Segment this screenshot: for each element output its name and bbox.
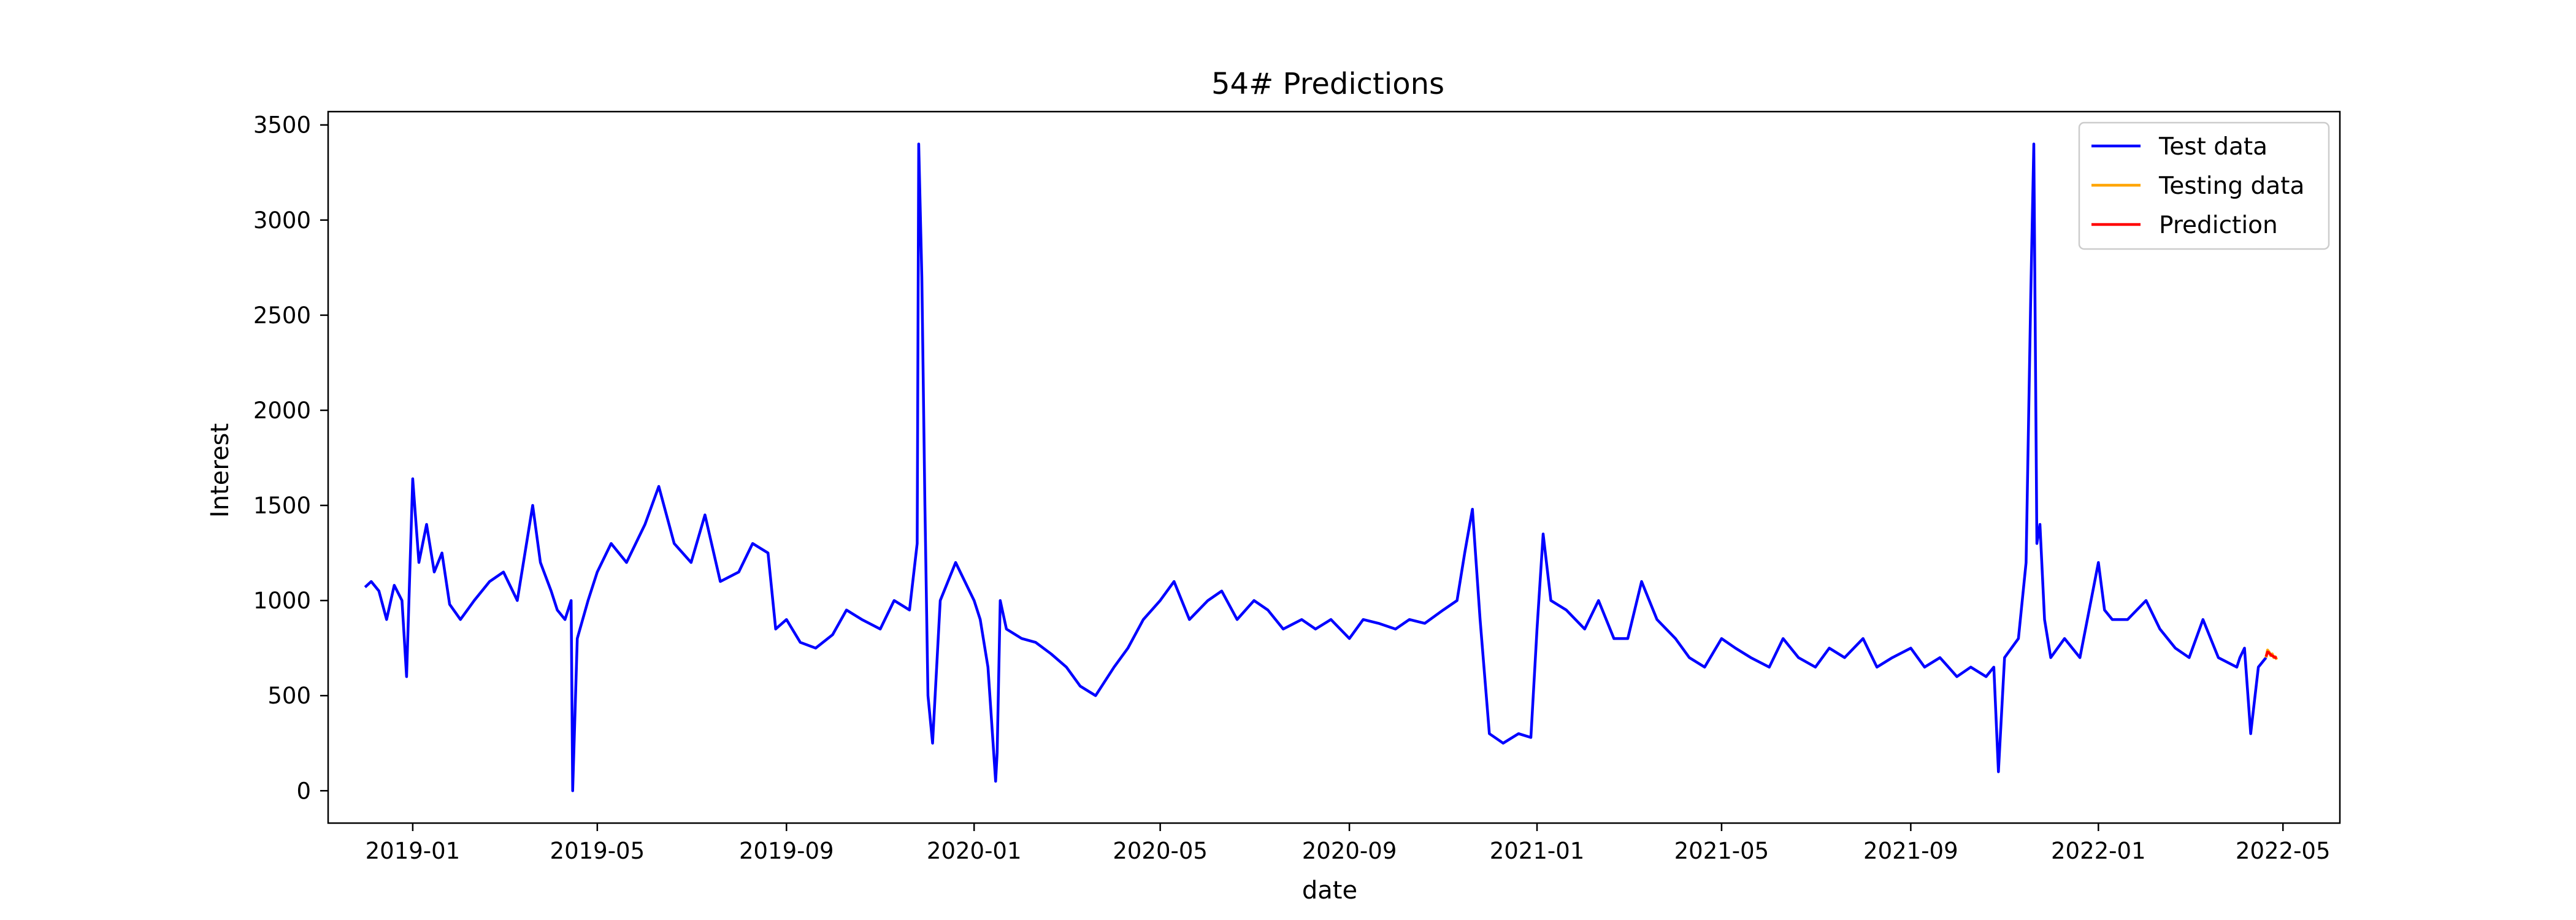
x-axis: 2019-01 2019-05 2019-09 2020-01 2020-05 2020-…: [366, 823, 2331, 864]
x-tick-label: 2020-01: [927, 838, 1022, 864]
y-tick-label: 2000: [253, 397, 311, 424]
x-tick-label: 2020-09: [1302, 838, 1397, 864]
y-axis-label: Interest: [206, 423, 234, 518]
y-tick-label: 3500: [253, 112, 311, 139]
x-tick-label: 2022-01: [2051, 838, 2146, 864]
x-axis-label: date: [1302, 876, 1357, 905]
series-line-prediction: [2264, 650, 2277, 659]
x-tick-label: 2019-01: [366, 838, 461, 864]
x-tick-label: 2021-05: [1674, 838, 1769, 864]
y-axis: 0 500 1000 1500 2000 2500 3000 3500: [253, 112, 328, 804]
x-tick-label: 2021-09: [1863, 838, 1958, 864]
legend-box: [2078, 121, 2330, 250]
x-tick-label: 2021-01: [1490, 838, 1585, 864]
x-tick-label: 2022-05: [2236, 838, 2331, 864]
legend: Test data Testing data Prediction: [2078, 121, 2330, 250]
legend-label: Test data: [2158, 133, 2267, 161]
x-tick-label: 2020-05: [1113, 838, 1208, 864]
chart-title: 54# Predictions: [1211, 67, 1444, 101]
plot-frame: [327, 110, 2341, 824]
x-tick-label: 2019-09: [739, 838, 834, 864]
x-tick-label: 2019-05: [550, 838, 645, 864]
legend-label: Testing data: [2158, 172, 2304, 200]
y-tick-label: 3000: [253, 207, 311, 234]
y-tick-label: 500: [267, 683, 311, 709]
y-tick-label: 2500: [253, 302, 311, 329]
series-line-test-data: [364, 142, 2267, 792]
y-tick-label: 1000: [253, 588, 311, 614]
y-tick-label: 0: [296, 778, 311, 804]
plot-area: [364, 142, 2279, 792]
y-tick-label: 1500: [253, 493, 311, 519]
legend-label: Prediction: [2159, 212, 2278, 239]
